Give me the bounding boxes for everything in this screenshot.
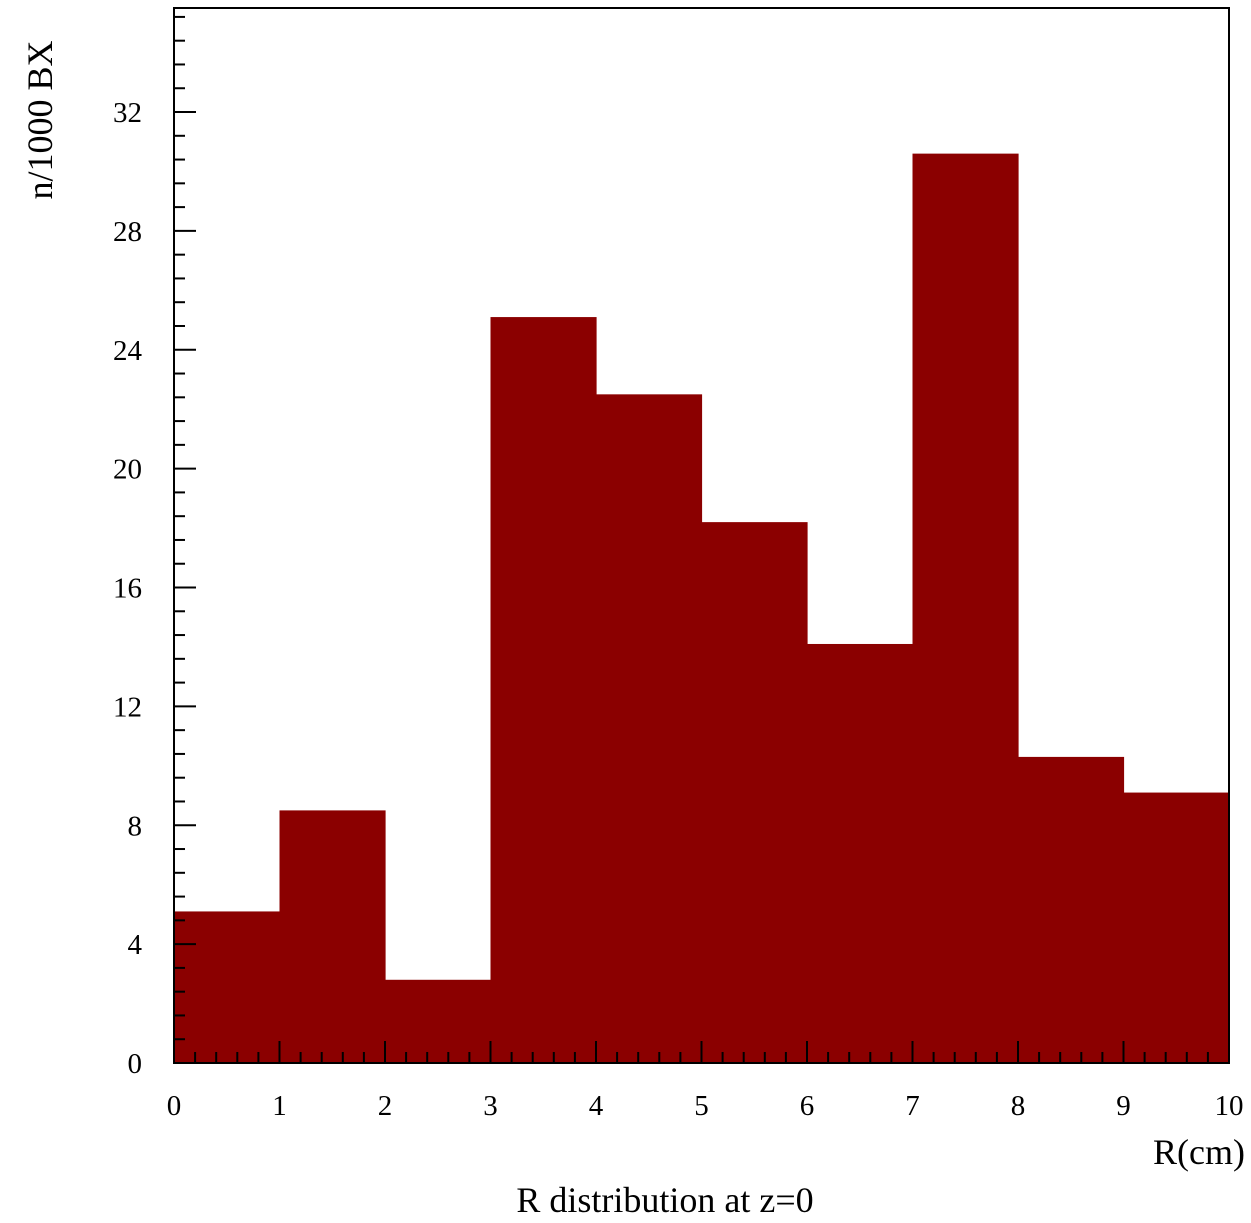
y-tick-label: 0	[128, 1048, 143, 1080]
histogram-bar	[280, 810, 386, 1063]
y-tick-labels: 0 4 8 12 16 20 24 28 32	[113, 97, 143, 1080]
x-tick-label: 10	[1215, 1090, 1244, 1122]
y-tick-label: 16	[113, 573, 142, 605]
x-tick-label: 9	[1116, 1090, 1131, 1122]
x-tick-label: 0	[167, 1090, 182, 1122]
chart-title: R distribution at z=0	[516, 1180, 813, 1220]
x-tick-label: 5	[694, 1090, 709, 1122]
x-tick-labels: 0 1 2 3 4 5 6 7 8 9 10	[167, 1090, 1244, 1122]
x-tick-label: 3	[483, 1090, 498, 1122]
histogram-bar	[702, 522, 808, 1063]
histogram-bar	[1124, 793, 1230, 1063]
x-tick-label: 1	[272, 1090, 287, 1122]
histogram-bar	[596, 394, 702, 1063]
x-tick-label: 4	[589, 1090, 604, 1122]
histogram-bar	[807, 644, 913, 1063]
x-tick-label: 6	[800, 1090, 815, 1122]
x-tick-label: 8	[1011, 1090, 1026, 1122]
y-tick-label: 4	[128, 929, 143, 961]
histogram-bar	[174, 911, 280, 1063]
x-tick-label: 2	[378, 1090, 393, 1122]
y-tick-label: 24	[113, 335, 143, 367]
histogram-bar	[491, 317, 597, 1063]
y-tick-label: 28	[113, 216, 142, 248]
x-axis-label: R(cm)	[1153, 1132, 1245, 1172]
x-tick-label: 7	[905, 1090, 920, 1122]
y-axis-label: n/1000 BX	[20, 40, 60, 199]
y-tick-label: 8	[128, 810, 143, 842]
bars-layer	[174, 154, 1230, 1063]
y-tick-label: 12	[113, 691, 142, 723]
histogram-bar	[385, 980, 491, 1063]
y-tick-label: 32	[113, 97, 142, 129]
histogram-bar	[1018, 757, 1124, 1063]
histogram-bar	[913, 154, 1019, 1063]
y-tick-label: 20	[113, 454, 142, 486]
